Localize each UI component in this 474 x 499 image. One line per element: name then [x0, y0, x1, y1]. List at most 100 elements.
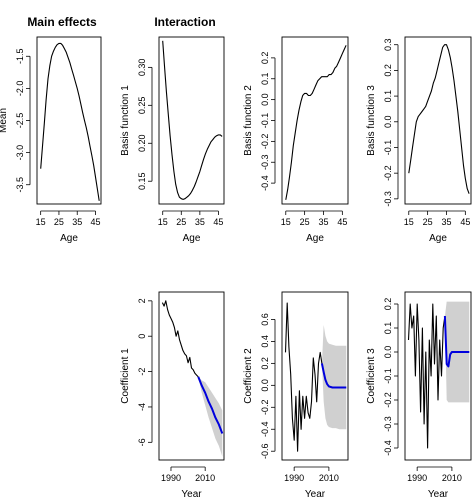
basis-3-y-tick-label: 0.3 — [383, 38, 393, 51]
basis-2-x-tick-label: 15 — [281, 217, 291, 227]
coefficient-3-x-tick-label: 1990 — [407, 473, 427, 483]
coefficient-3-y-axis-label: Coefficient 3 — [366, 348, 377, 404]
coefficient-2-forecast-line — [320, 363, 347, 389]
basis-2-y-tick-label: 0.2 — [260, 52, 270, 65]
basis-3-observed-line — [408, 44, 470, 194]
basis-3-y-tick-label: 0.2 — [383, 64, 393, 77]
coefficient-3-y-tick-label: -0.3 — [383, 416, 393, 432]
basis-1-observed-line — [162, 40, 223, 200]
basis-2-x-axis-label: Age — [306, 233, 324, 244]
basis-2-y-tick-label: 0.1 — [260, 72, 270, 85]
panel-coefficient-1: 1990 2010 Year -6 -4 -2 0 2 Coefficient 1 — [120, 291, 225, 499]
coefficient-3-y-tick-label: 0.2 — [383, 298, 393, 311]
coefficient-1-x-tick-label: 2010 — [195, 473, 215, 483]
coefficient-1-y-tick-label: -2 — [137, 368, 147, 376]
mean-y-tick-label: -3.5 — [15, 177, 25, 193]
coefficient-3-y-tick-label: -0.1 — [383, 368, 393, 384]
basis-3-y-tick-label: 0.0 — [383, 116, 393, 129]
coefficient-1-x-tick-label: 1990 — [161, 473, 181, 483]
mean-x-axis-label: Age — [60, 233, 78, 244]
basis-3-x-tick-label: 35 — [441, 217, 451, 227]
coefficient-3-plot-frame — [404, 291, 472, 461]
coefficient-3-x-axis-label: Year — [428, 489, 449, 499]
basis-2-x-tick-label: 45 — [337, 217, 347, 227]
coefficient-3-y-tick-label: -0.2 — [383, 392, 393, 408]
basis-1-x-tick-label: 35 — [195, 217, 205, 227]
basis-2-y-tick-label: -0.2 — [260, 134, 270, 150]
basis-2-plot-frame — [281, 36, 349, 205]
mean-plot-frame — [36, 36, 102, 205]
coefficient-2-x-axis-label: Year — [305, 489, 326, 499]
coefficient-1-y-tick-label: -4 — [137, 403, 147, 411]
coefficient-2-x-tick-label: 2010 — [319, 473, 339, 483]
mean-x-tick-label: 15 — [36, 217, 46, 227]
basis-3-y-tick-label: -0.2 — [383, 165, 393, 181]
coefficient-3-forecast-line — [443, 315, 470, 368]
coefficient-1-y-axis-label: Coefficient 1 — [120, 348, 131, 404]
mean-y-axis-label: Mean — [0, 108, 9, 133]
coefficient-2-y-tick-label: 0.2 — [260, 357, 270, 370]
panel-grid: 15 25 35 45 Age -3.5 -3.0 -2.5 -2.0 -1.5 Mean 15 25 3… — [0, 36, 472, 499]
column-title-main-effects: Main effects — [27, 15, 97, 29]
coefficient-2-y-tick-label: -0.6 — [260, 443, 270, 459]
basis-3-x-tick-label: 45 — [460, 217, 470, 227]
basis-3-x-tick-label: 25 — [423, 217, 433, 227]
basis-3-y-tick-label: -0.1 — [383, 140, 393, 156]
basis-1-x-tick-label: 45 — [213, 217, 223, 227]
coefficient-3-observed-line — [407, 303, 446, 449]
coefficient-2-y-tick-label: 0.4 — [260, 335, 270, 348]
coefficient-1-x-axis-label: Year — [181, 489, 202, 499]
mean-observed-line — [40, 42, 100, 201]
coefficient-2-y-tick-label: -0.4 — [260, 421, 270, 437]
mean-y-tick-label: -1.5 — [15, 49, 25, 65]
coefficient-1-y-tick-label: 0 — [137, 334, 147, 339]
basis-2-observed-line — [285, 45, 347, 200]
mean-y-tick-label: -2.5 — [15, 113, 25, 129]
coefficient-1-observed-line — [161, 300, 199, 378]
coefficient-3-x-tick-label: 2010 — [442, 473, 462, 483]
basis-1-y-tick-label: 0.20 — [137, 135, 147, 153]
basis-1-y-tick-label: 0.25 — [137, 97, 147, 115]
coefficient-2-x-tick-label: 1990 — [284, 473, 304, 483]
coefficient-3-y-tick-label: 0.0 — [383, 346, 393, 359]
mean-x-tick-label: 45 — [91, 217, 101, 227]
basis-1-x-axis-label: Age — [183, 233, 201, 244]
panel-coefficient-3: 1990 2010 Year -0.4 -0.3 -0.2 -0.1 0.0 0.1 0.2 Coe… — [366, 291, 472, 499]
coefficient-2-observed-line — [284, 302, 323, 452]
basis-1-x-tick-label: 15 — [158, 217, 168, 227]
basis-2-y-tick-label: -0.4 — [260, 175, 270, 191]
basis-3-y-tick-label: 0.1 — [383, 90, 393, 103]
panel-mean: 15 25 35 45 Age -3.5 -3.0 -2.5 -2.0 -1.5 Mean — [0, 36, 102, 244]
coefficient-1-interval-band — [198, 376, 223, 457]
basis-3-plot-frame — [404, 36, 472, 205]
basis-2-x-tick-label: 25 — [300, 217, 310, 227]
basis-2-y-tick-label: 0.0 — [260, 93, 270, 106]
basis-3-x-axis-label: Age — [429, 233, 447, 244]
panel-coefficient-2: 1990 2010 Year -0.6 -0.4 -0.2 0.0 0.2 0.4 0.6 Coef… — [243, 291, 349, 499]
coefficient-3-y-tick-label: -0.4 — [383, 440, 393, 456]
column-title-interaction: Interaction — [154, 15, 215, 29]
coefficient-1-y-tick-label: -6 — [137, 438, 147, 446]
coefficient-2-plot-frame — [281, 291, 349, 461]
basis-1-y-axis-label: Basis function 1 — [120, 85, 131, 156]
basis-3-y-axis-label: Basis function 3 — [366, 85, 377, 156]
basis-2-x-tick-label: 35 — [318, 217, 328, 227]
coefficient-2-y-axis-label: Coefficient 2 — [243, 348, 254, 404]
basis-1-x-tick-label: 25 — [176, 217, 186, 227]
basis-1-plot-frame — [158, 36, 225, 205]
panel-basis-1: 15 25 35 45 Age 0.15 0.20 0.25 0.30 Basis functio… — [120, 36, 225, 244]
coefficient-2-y-tick-label: 0.6 — [260, 313, 270, 326]
coefficient-1-y-tick-label: 2 — [137, 298, 147, 303]
coefficient-1-forecast-line — [197, 376, 224, 434]
basis-2-y-axis-label: Basis function 2 — [243, 85, 254, 156]
coefficient-3-y-tick-label: 0.1 — [383, 322, 393, 335]
coefficient-2-y-tick-label: -0.2 — [260, 400, 270, 416]
basis-3-x-tick-label: 15 — [404, 217, 414, 227]
basis-1-y-tick-label: 0.30 — [137, 59, 147, 77]
mean-x-tick-label: 35 — [72, 217, 82, 227]
coefficient-1-plot-frame — [158, 291, 225, 461]
panel-basis-2: 15 25 35 45 Age -0.4 -0.3 -0.2 -0.1 0.0 0.1 0.2 Basi… — [243, 36, 349, 244]
mean-y-tick-label: -2.0 — [15, 81, 25, 97]
panel-basis-3: 15 25 35 45 Age -0.3 -0.2 -0.1 0.0 0.1 0.2 0.3 Basis… — [366, 36, 472, 244]
